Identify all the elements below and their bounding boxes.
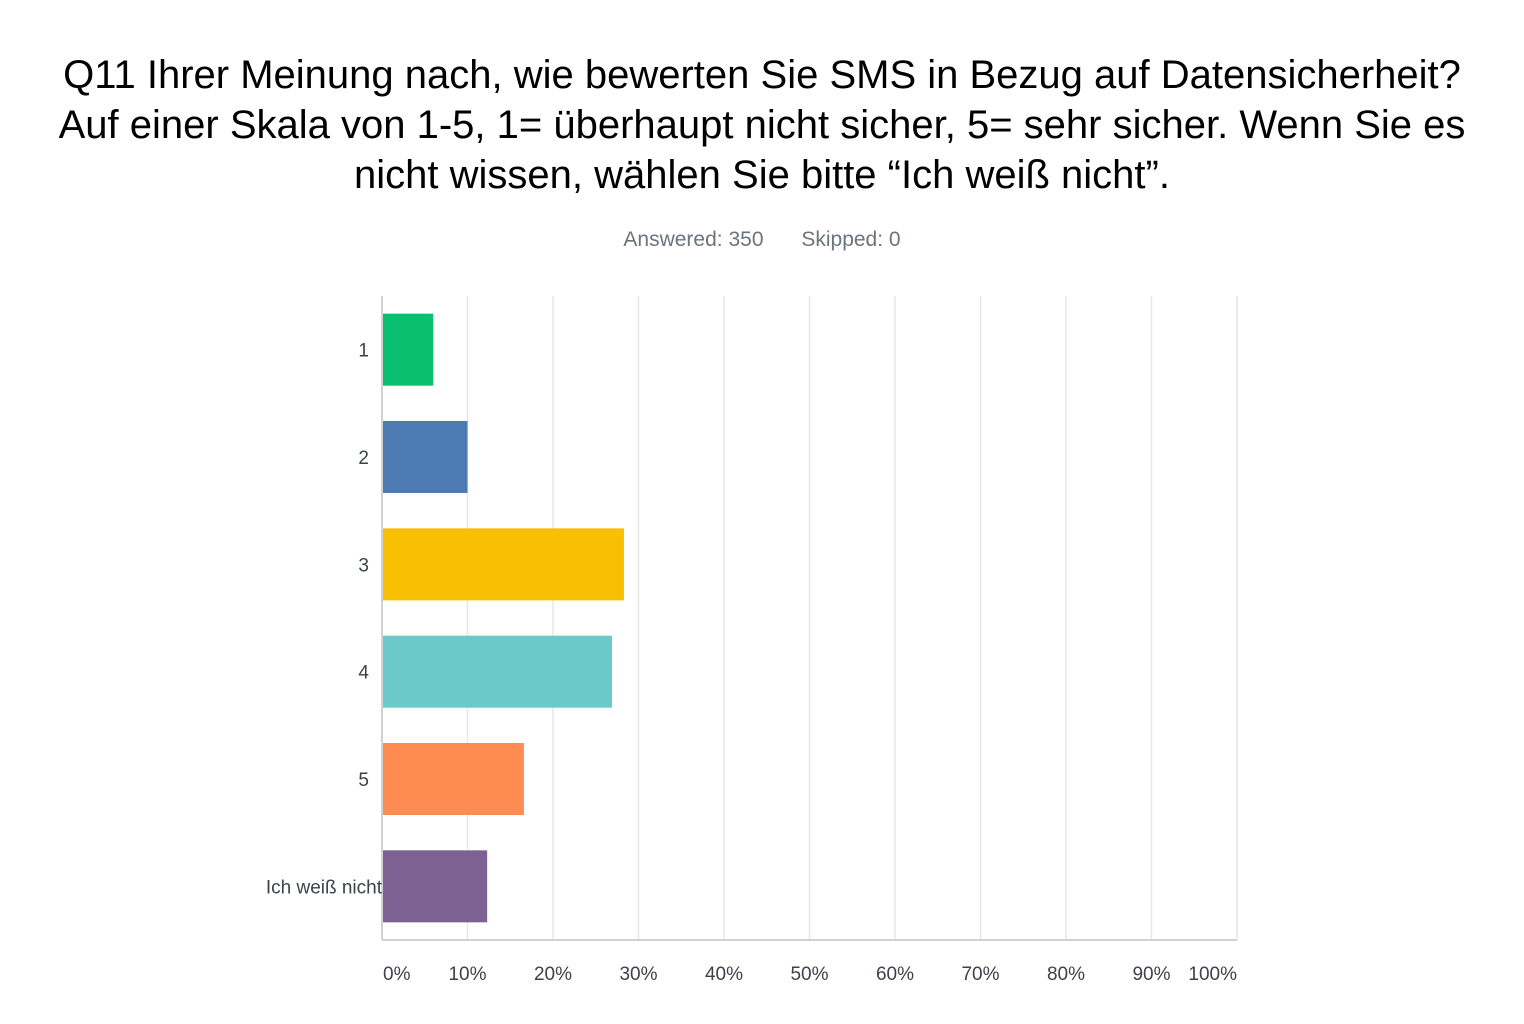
y-category-label: 1 xyxy=(358,341,369,362)
x-tick-label: 20% xyxy=(534,964,572,985)
x-tick-label: 60% xyxy=(876,964,914,985)
chart-title: Q11 Ihrer Meinung nach, wie bewerten Sie… xyxy=(58,53,1466,197)
axis-labels: 0% 10% 20% 30% 40% 50% 60% 70% 80% 90% 100% 1 2 3 4 5 Ic… xyxy=(266,341,1237,985)
bar-3 xyxy=(382,528,624,601)
skipped-count: Skipped: 0 xyxy=(801,228,901,251)
answered-count: Answered: 350 xyxy=(623,228,764,251)
x-tick-label: 90% xyxy=(1132,964,1170,985)
bar-5 xyxy=(382,743,524,815)
bar-4 xyxy=(382,635,612,708)
response-stats: Answered: 350 Skipped: 0 xyxy=(0,228,1524,252)
bar-6 xyxy=(382,850,488,923)
x-tick-label: 0% xyxy=(383,964,411,985)
gridlines xyxy=(466,296,1238,940)
x-tick-label: 70% xyxy=(961,964,999,985)
bars xyxy=(382,313,624,923)
x-tick-label: 100% xyxy=(1188,964,1237,985)
y-category-label: 2 xyxy=(358,448,369,469)
x-tick-label: 50% xyxy=(790,964,828,985)
x-tick-label: 40% xyxy=(705,964,743,985)
y-category-label: Ich weiß nicht xyxy=(266,877,383,898)
y-category-label: 4 xyxy=(358,663,369,684)
y-category-label: 5 xyxy=(358,770,369,791)
x-tick-label: 30% xyxy=(619,964,657,985)
axes xyxy=(381,296,1237,941)
bar-2 xyxy=(382,421,468,493)
y-category-label: 3 xyxy=(358,555,369,576)
x-tick-label: 10% xyxy=(448,964,486,985)
bar-1 xyxy=(382,313,434,386)
x-tick-label: 80% xyxy=(1047,964,1085,985)
